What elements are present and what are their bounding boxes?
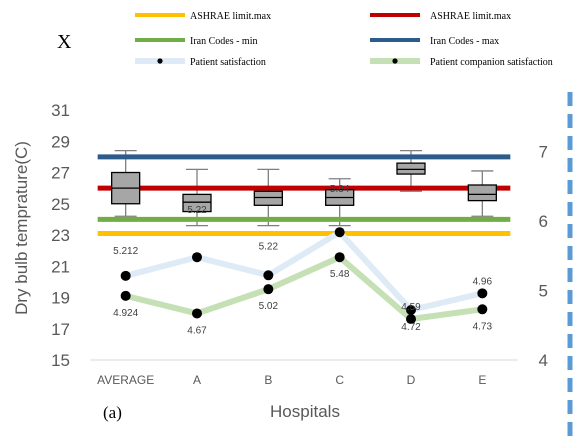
y-tick-label: 17 <box>51 320 70 339</box>
point-companion <box>192 308 202 319</box>
y2-tick-label: 4 <box>539 351 548 370</box>
y-tick-label: 23 <box>51 226 70 245</box>
y-tick-label: 29 <box>51 132 70 151</box>
y-axis-title: Dry bulb temprature(C) <box>12 141 31 315</box>
point-companion <box>120 290 131 301</box>
point-patient <box>334 227 345 238</box>
legend-label: ASHRAE limit.max <box>430 11 511 22</box>
series-line-companion <box>124 254 483 323</box>
data-label-companion: 4.924 <box>113 308 138 319</box>
y-tick-label: 21 <box>51 257 70 276</box>
legend-marker <box>157 58 163 64</box>
data-label-companion: 5.48 <box>330 269 350 280</box>
point-companion <box>477 304 488 315</box>
y-axis-left: 15 17 19 21 23 25 27 29 31 <box>51 101 70 370</box>
data-label-companion: 4.67 <box>187 325 207 336</box>
boxes <box>111 162 497 213</box>
panel-label: (a) <box>103 403 122 422</box>
data-label-patient: 5.212 <box>113 246 138 257</box>
point-patient <box>192 252 202 263</box>
legend-label: Patient satisfaction <box>190 57 266 68</box>
y-tick-label: 15 <box>51 351 70 370</box>
data-labels: 5.212 5.22 5.84 4.72 4.96 4.924 4.67 5.02 5.48 4.… <box>113 184 492 336</box>
legend-label: Iran Codes - max <box>430 36 499 47</box>
y-tick-label: 27 <box>51 164 70 183</box>
data-label-patient: 4.96 <box>473 276 493 287</box>
point-patient <box>120 270 131 281</box>
box <box>253 190 283 206</box>
x-axis-categories: AVERAGE A B C D E <box>97 373 486 387</box>
reference-lines <box>97 154 511 236</box>
satisfaction-series <box>120 227 488 325</box>
y-tick-label: 31 <box>51 101 70 120</box>
y-tick-label: 25 <box>51 195 70 214</box>
box <box>396 162 426 175</box>
point-companion <box>334 252 345 263</box>
point-patient <box>477 288 488 299</box>
y-tick-label: 19 <box>51 289 70 308</box>
point-patient <box>263 270 274 281</box>
legend: ASHRAE limit.max ASHRAE limit.max Iran Cod… <box>135 11 553 68</box>
series-line-patient <box>124 229 484 313</box>
x-category-label: E <box>478 373 486 387</box>
data-label-companion: 4.59 <box>401 302 421 313</box>
data-label-patient: 4.72 <box>401 322 421 333</box>
data-label-patient: 5.22 <box>259 241 279 252</box>
x-category-label: C <box>335 373 344 387</box>
legend-marker <box>392 58 398 64</box>
x-category-label: D <box>407 373 416 387</box>
box <box>182 193 212 213</box>
x-axis-title: Hospitals <box>270 402 340 421</box>
y2-tick-label: 5 <box>539 282 548 301</box>
box <box>467 184 497 202</box>
y2-tick-label: 6 <box>539 212 548 231</box>
point-companion <box>406 314 416 325</box>
data-label-patient: 5.84 <box>330 184 350 195</box>
legend-label: Patient companion satisfaction <box>430 57 553 68</box>
legend-label: Iran Codes - min <box>190 36 258 47</box>
y2-tick-label: 7 <box>539 143 548 162</box>
corner-letter: X <box>57 31 72 53</box>
x-category-label: A <box>193 373 201 387</box>
box-overlay-label: 5.22 <box>187 205 207 216</box>
point-patient <box>406 305 416 315</box>
data-label-companion: 5.02 <box>259 301 279 312</box>
point-companion <box>263 284 274 295</box>
x-category-label: B <box>264 373 272 387</box>
x-category-label: AVERAGE <box>97 373 154 387</box>
legend-label: ASHRAE limit.max <box>190 11 271 22</box>
data-label-companion: 4.73 <box>473 321 493 332</box>
y-axis-right: 4 5 6 7 <box>539 143 548 370</box>
